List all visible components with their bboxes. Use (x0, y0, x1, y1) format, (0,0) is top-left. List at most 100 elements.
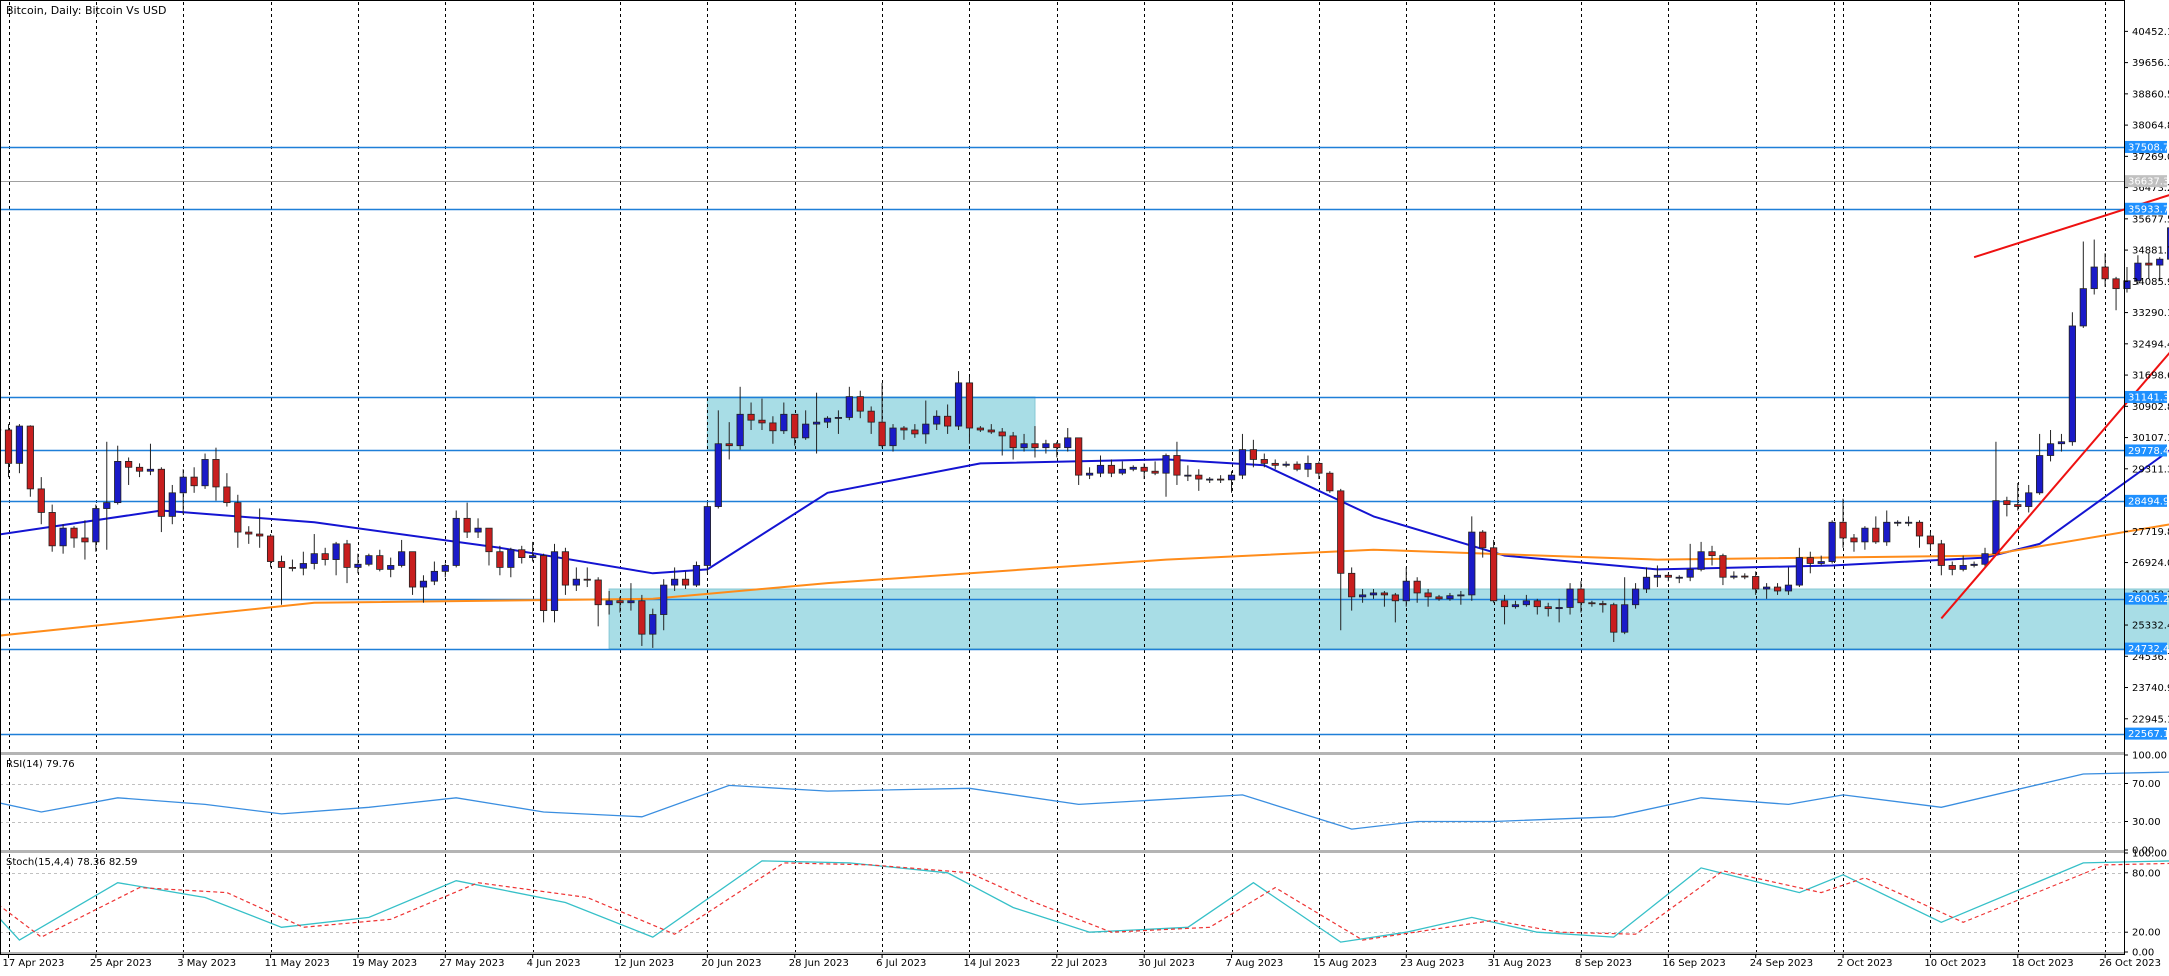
candle-12-aug-2023[interactable] (1282, 461, 1290, 468)
candle-31-jul-2023[interactable] (1151, 461, 1159, 476)
candle-29-may-2023[interactable] (463, 502, 471, 538)
candle-11-aug-2023[interactable] (1271, 459, 1279, 470)
candle-1-aug-2023[interactable] (1162, 453, 1170, 497)
candle-13-may-2023[interactable] (288, 559, 297, 572)
candle-18-oct-2023[interactable] (2014, 482, 2022, 511)
candle-17-oct-2023[interactable] (2003, 496, 2011, 517)
candle-4-aug-2023[interactable] (1195, 469, 1203, 491)
candle-1-nov-2023[interactable] (2167, 224, 2169, 269)
panel-separator-2[interactable] (0, 850, 2124, 853)
candle-4-sep-2023[interactable] (1533, 598, 1541, 615)
candle-1-jun-2023[interactable] (496, 545, 504, 576)
candle-29-sep-2023[interactable] (1806, 551, 1814, 574)
candle-14-sep-2023[interactable] (1642, 567, 1651, 593)
candle-23-sep-2023[interactable] (1741, 573, 1749, 580)
candle-17-apr-2023[interactable] (4, 424, 13, 478)
candle-16-may-2023[interactable] (321, 547, 329, 566)
candle-6-may-2023[interactable] (212, 447, 220, 501)
candle-14-jun-2023[interactable] (638, 594, 646, 646)
candle-24-jun-2023[interactable] (747, 402, 755, 430)
candle-23-oct-2023[interactable] (2068, 312, 2076, 446)
candle-20-aug-2023[interactable] (1369, 589, 1378, 599)
candle-15-oct-2023[interactable] (1981, 547, 1989, 568)
candle-23-apr-2023[interactable] (70, 526, 78, 548)
candle-11-sep-2023[interactable] (1610, 602, 1618, 643)
candle-8-aug-2023[interactable] (1238, 433, 1247, 480)
candle-28-oct-2023[interactable] (2123, 267, 2131, 293)
candle-24-aug-2023[interactable] (1413, 577, 1421, 603)
candle-27-apr-2023[interactable] (114, 445, 122, 505)
candle-17-jul-2023[interactable] (998, 428, 1006, 456)
candle-30-apr-2023[interactable] (146, 443, 155, 476)
candle-4-oct-2023[interactable] (1861, 526, 1869, 550)
candle-7-oct-2023[interactable] (1894, 520, 1902, 527)
candle-12-jul-2023[interactable] (944, 404, 952, 434)
candle-9-sep-2023[interactable] (1588, 600, 1596, 607)
candle-5-may-2023[interactable] (201, 453, 209, 489)
candle-27-jul-2023[interactable] (1107, 459, 1116, 478)
candle-10-jul-2023[interactable] (922, 400, 930, 444)
candle-24-jul-2023[interactable] (1075, 437, 1083, 485)
candle-12-oct-2023[interactable] (1948, 561, 1956, 576)
candle-23-jul-2023[interactable] (1064, 428, 1072, 452)
candle-13-sep-2023[interactable] (1631, 583, 1640, 609)
candle-25-jul-2023[interactable] (1085, 467, 1094, 480)
candle-3-sep-2023[interactable] (1522, 594, 1530, 607)
candle-26-jun-2023[interactable] (769, 416, 777, 444)
candle-22-jun-2023[interactable] (725, 422, 733, 460)
candle-3-aug-2023[interactable] (1184, 465, 1192, 482)
candle-3-jul-2023[interactable] (845, 386, 853, 421)
candle-18-sep-2023[interactable] (1686, 543, 1694, 582)
candle-9-oct-2023[interactable] (1915, 520, 1924, 548)
candle-7-aug-2023[interactable] (1227, 471, 1236, 493)
candle-16-sep-2023[interactable] (1664, 573, 1672, 582)
candle-22-oct-2023[interactable] (2057, 433, 2066, 452)
candle-4-jun-2023[interactable] (529, 541, 537, 562)
candle-5-jun-2023[interactable] (539, 553, 548, 623)
candle-26-apr-2023[interactable] (103, 441, 111, 550)
candle-21-aug-2023[interactable] (1380, 590, 1389, 607)
candle-18-apr-2023[interactable] (15, 424, 24, 474)
candle-2-oct-2023[interactable] (1839, 498, 1847, 548)
candle-20-jul-2023[interactable] (1031, 426, 1039, 458)
candle-25-jun-2023[interactable] (758, 398, 766, 430)
candle-15-jun-2023[interactable] (649, 608, 657, 648)
candle-9-jul-2023[interactable] (911, 424, 919, 438)
candle-17-sep-2023[interactable] (1675, 575, 1683, 584)
candle-25-may-2023[interactable] (419, 575, 428, 603)
candle-25-aug-2023[interactable] (1424, 589, 1432, 607)
candle-22-apr-2023[interactable] (59, 524, 67, 554)
candle-26-oct-2023[interactable] (2101, 253, 2109, 287)
candle-7-jul-2023[interactable] (889, 424, 897, 452)
candle-29-jun-2023[interactable] (802, 410, 810, 440)
candle-15-sep-2023[interactable] (1653, 565, 1662, 588)
candle-17-aug-2023[interactable] (1337, 488, 1345, 631)
trendline-1[interactable] (1973, 136, 2169, 259)
candle-20-sep-2023[interactable] (1708, 545, 1716, 566)
candle-31-oct-2023[interactable] (2156, 257, 2164, 281)
candle-15-may-2023[interactable] (310, 534, 318, 570)
candle-25-oct-2023[interactable] (2090, 239, 2098, 295)
candle-15-aug-2023[interactable] (1315, 461, 1323, 480)
candle-19-sep-2023[interactable] (1697, 541, 1705, 572)
candle-17-jun-2023[interactable] (671, 567, 679, 591)
candle-27-oct-2023[interactable] (2112, 276, 2120, 311)
candle-30-jul-2023[interactable] (1140, 463, 1148, 480)
candle-9-may-2023[interactable] (245, 526, 253, 544)
candle-2-aug-2023[interactable] (1173, 441, 1181, 485)
candle-4-jul-2023[interactable] (856, 390, 864, 419)
candle-6-jul-2023[interactable] (878, 382, 886, 448)
candle-31-aug-2023[interactable] (1490, 539, 1498, 603)
candle-20-oct-2023[interactable] (2036, 433, 2044, 495)
candle-10-oct-2023[interactable] (1926, 532, 1935, 550)
candle-1-oct-2023[interactable] (1828, 520, 1836, 564)
candle-3-jun-2023[interactable] (518, 545, 526, 564)
candle-25-sep-2023[interactable] (1763, 583, 1771, 599)
candle-26-aug-2023[interactable] (1435, 594, 1443, 601)
candle-1-may-2023[interactable] (157, 467, 165, 533)
candle-27-jun-2023[interactable] (780, 402, 788, 434)
candle-10-may-2023[interactable] (256, 508, 264, 548)
candle-18-may-2023[interactable] (343, 539, 351, 584)
candle-6-oct-2023[interactable] (1883, 510, 1891, 546)
